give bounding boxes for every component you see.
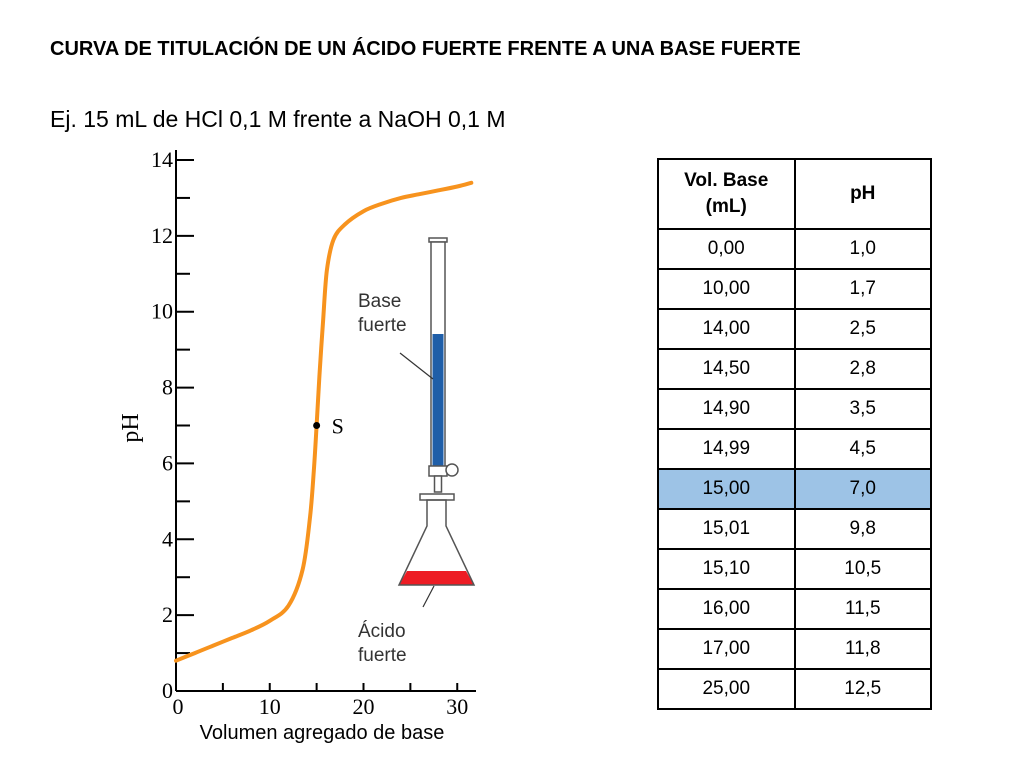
table-row: 14,90 3,5 [657,388,932,430]
burette-label-line2: fuerte [358,315,407,336]
table-row: 0,00 1,0 [657,228,932,270]
stopcock-knob [445,463,459,477]
x-tick-label: 20 [353,694,375,719]
table-header-row: Vol. Base (mL) pH [657,158,932,230]
flask-stopper [419,493,455,501]
cell-ph: 7,0 [793,468,932,510]
flask-body [397,499,476,586]
table-row: 14,00 2,5 [657,308,932,350]
series-layer [174,180,474,663]
cell-volume: 14,50 [657,348,796,390]
column-header-volume: Vol. Base (mL) [657,158,796,230]
cell-volume: 15,01 [657,508,796,550]
cell-volume: 16,00 [657,588,796,630]
table-row: 15,10 10,5 [657,548,932,590]
table-row: 17,00 11,8 [657,628,932,670]
cell-volume: 10,00 [657,268,796,310]
x-axis-ticks: 0 10 20 30 [173,683,468,719]
flask-liquid [399,571,474,585]
x-axis-title: Volumen agregado de base [200,722,445,744]
table-row: 15,00 7,0 [657,468,932,510]
x-tick-label: 10 [259,694,281,719]
erlenmeyer-flask [397,493,476,608]
x-tick-label: 0 [173,694,184,719]
equivalence-point-label: S [332,414,344,439]
equivalence-point-marker [313,422,321,429]
titration-curve-line [174,180,474,663]
cell-volume: 17,00 [657,628,796,670]
y-tick-label: 10 [151,299,173,324]
page-subtitle: Ej. 15 mL de HCl 0,1 M frente a NaOH 0,1… [50,106,506,132]
column-header-volume-line2: (mL) [705,196,747,217]
burette-tip [433,475,443,493]
column-header-volume-line1: Vol. Base [684,170,769,191]
cell-volume: 15,10 [657,548,796,590]
table-body: 0,00 1,0 10,00 1,7 14,00 2,5 14,50 2,8 14,90 3,5 1… [657,228,932,710]
cell-volume: 14,00 [657,308,796,350]
cell-ph: 9,8 [793,508,932,550]
y-tick-label: 8 [162,375,173,400]
titration-chart: 0 2 4 6 8 10 12 14 0 10 20 30 pH Volumen agregado … [118,147,476,744]
titration-data-table: Vol. Base (mL) pH 0,00 1,0 10,00 1,7 14,00 2,… [657,158,932,710]
y-axis-ticks: 0 2 4 6 8 10 12 14 [151,147,194,703]
x-tick-label: 30 [446,694,468,719]
cell-volume: 25,00 [657,668,796,710]
table-row: 14,99 4,5 [657,428,932,470]
titration-apparatus: Base fuerte Ácido fuerte [358,237,476,666]
cell-ph: 10,5 [793,548,932,590]
table-row: 14,50 2,8 [657,348,932,390]
burette-liquid [432,334,444,466]
y-tick-label: 14 [151,147,173,172]
burette-valve [428,465,448,477]
page-title: CURVA DE TITULACIÓN DE UN ÁCIDO FUERTE F… [50,38,801,60]
burette-label-line1: Base [358,291,401,312]
cell-volume: 14,90 [657,388,796,430]
cell-volume: 15,00 [657,468,796,510]
table-row: 25,00 12,5 [657,668,932,710]
y-tick-label: 4 [162,526,173,551]
table-row: 15,01 9,8 [657,508,932,550]
burette-pointer-line [399,352,434,380]
table-row: 10,00 1,7 [657,268,932,310]
cell-ph: 11,8 [793,628,932,670]
table-row: 16,00 11,5 [657,588,932,630]
y-tick-label: 2 [162,602,173,627]
cell-volume: 14,99 [657,428,796,470]
cell-ph: 11,5 [793,588,932,630]
y-tick-label: 6 [162,450,173,475]
flask-label-line1: Ácido [358,621,406,642]
cell-ph: 3,5 [793,388,932,430]
flask-pointer-line [422,585,435,608]
y-tick-label: 12 [151,223,173,248]
flask-label-line2: fuerte [358,645,407,666]
cell-ph: 2,5 [793,308,932,350]
cell-ph: 2,8 [793,348,932,390]
cell-ph: 1,7 [793,268,932,310]
cell-ph: 12,5 [793,668,932,710]
cell-ph: 1,0 [793,228,932,270]
cell-volume: 0,00 [657,228,796,270]
y-tick-label: 0 [162,678,173,703]
burette [399,237,459,493]
y-axis-title: pH [118,413,144,442]
column-header-ph: pH [793,158,932,230]
cell-ph: 4,5 [793,428,932,470]
